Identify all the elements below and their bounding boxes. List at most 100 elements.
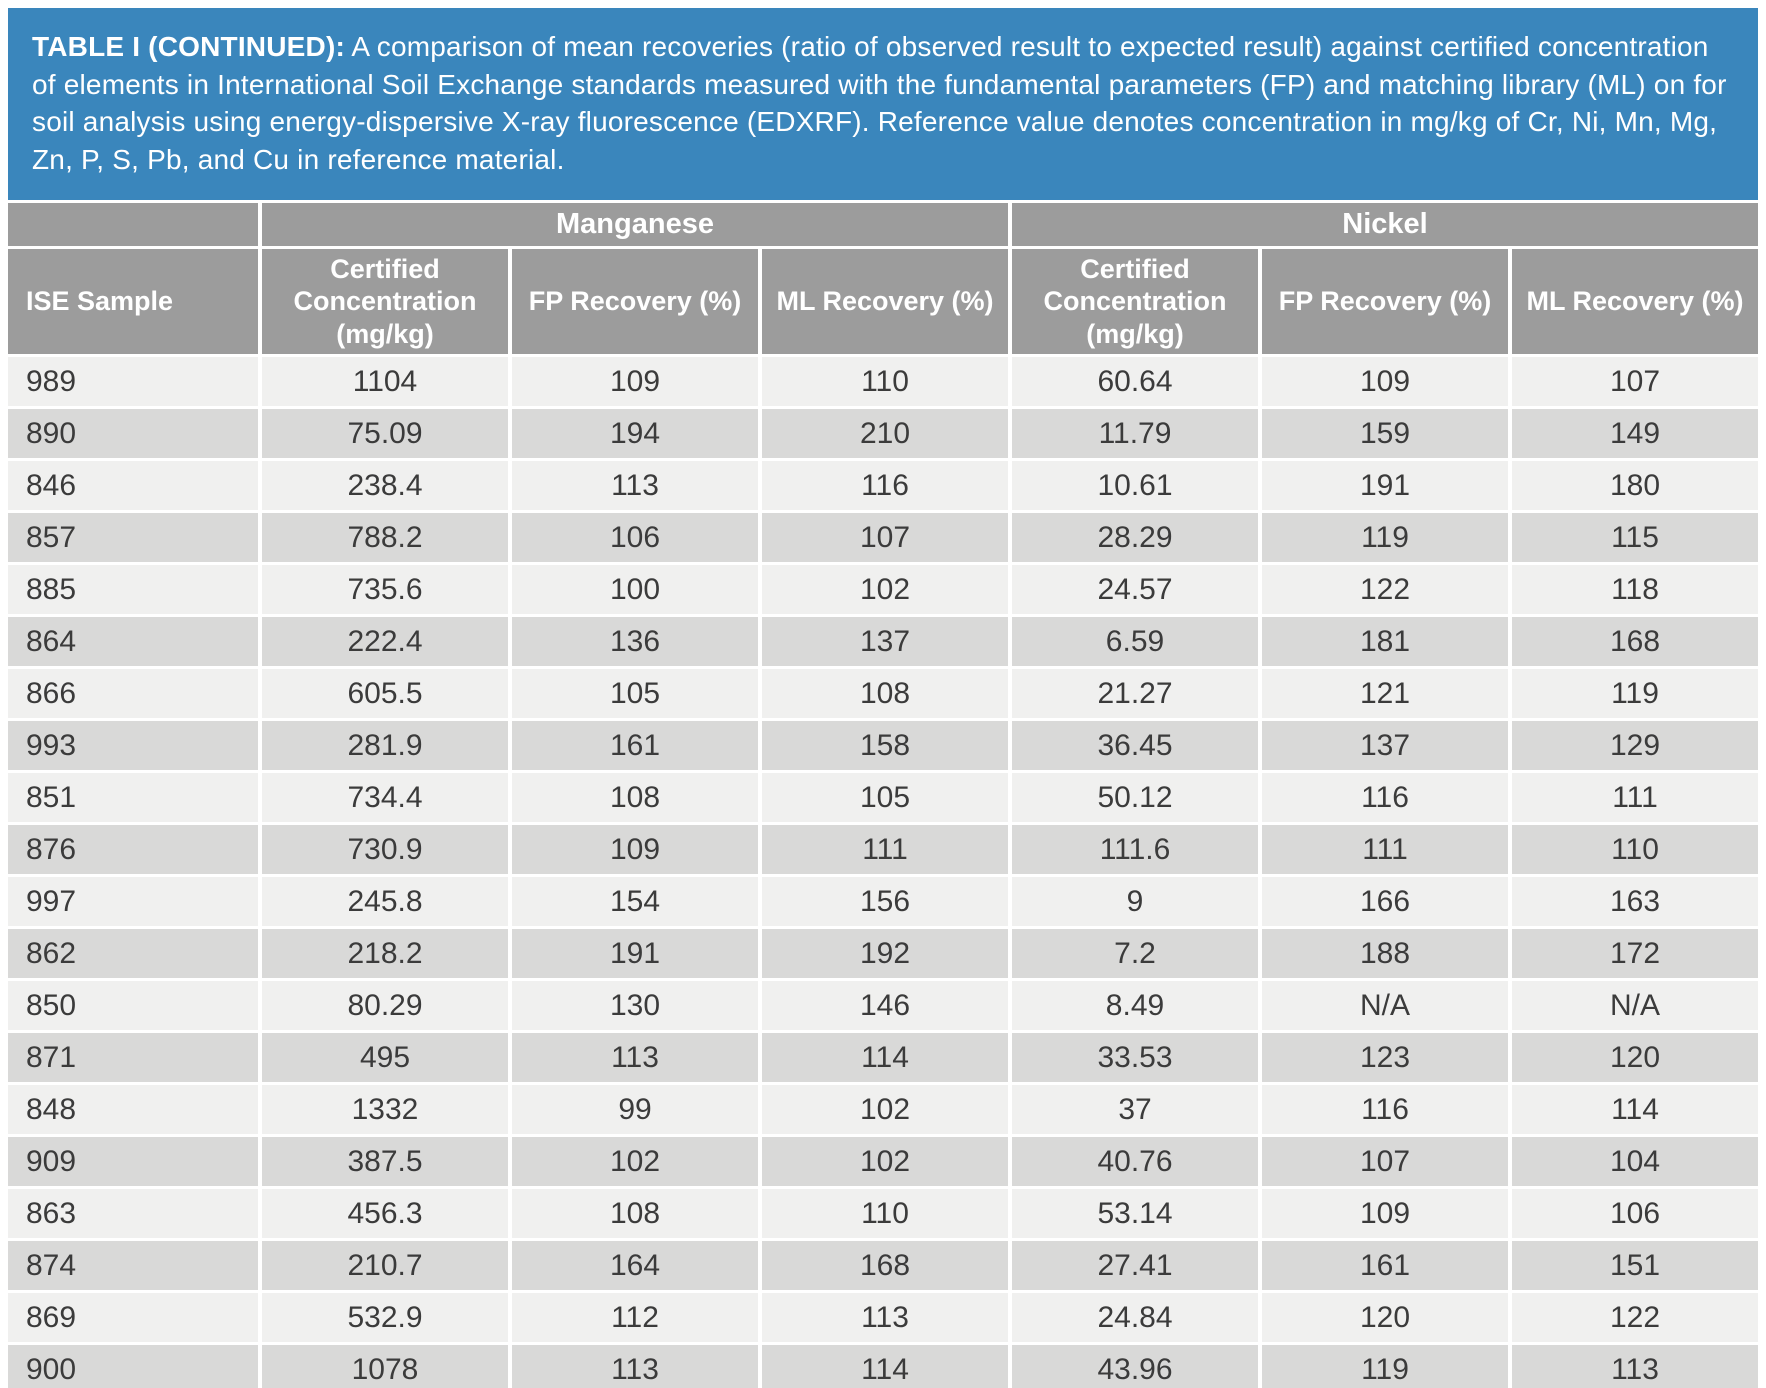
table-row: 864 222.4 136 137 6.59 181 168: [8, 614, 1758, 667]
value-cell: 107: [758, 510, 1008, 563]
value-cell: 108: [508, 770, 758, 823]
value-cell: 24.57: [1008, 562, 1258, 615]
ise-sample-cell: 863: [8, 1186, 258, 1239]
ise-sample-cell: 885: [8, 562, 258, 615]
value-cell: 10.61: [1008, 458, 1258, 511]
value-cell: 110: [1508, 822, 1758, 875]
value-cell: 172: [1508, 926, 1758, 979]
value-cell: 116: [1258, 1082, 1508, 1135]
table-row: 890 75.09 194 210 11.79 159 149: [8, 406, 1758, 459]
table-row: 900 1078 113 114 43.96 119 113: [8, 1342, 1758, 1388]
column-header-mn-certified-concentration: Certified Concentration (mg/kg): [258, 246, 508, 355]
value-cell: 1078: [258, 1342, 508, 1388]
value-cell: 136: [508, 614, 758, 667]
column-header-row: ISE Sample Certified Concentration (mg/k…: [8, 246, 1758, 355]
value-cell: 24.84: [1008, 1290, 1258, 1343]
value-cell: 106: [1508, 1186, 1758, 1239]
value-cell: N/A: [1508, 978, 1758, 1031]
value-cell: 53.14: [1008, 1186, 1258, 1239]
value-cell: 75.09: [258, 406, 508, 459]
value-cell: 6.59: [1008, 614, 1258, 667]
value-cell: 102: [758, 1134, 1008, 1187]
group-header-manganese: Manganese: [258, 203, 1008, 247]
value-cell: 210: [758, 406, 1008, 459]
table-row: 848 1332 99 102 37 116 114: [8, 1082, 1758, 1135]
table-row: 850 80.29 130 146 8.49 N/A N/A: [8, 978, 1758, 1031]
value-cell: 7.2: [1008, 926, 1258, 979]
value-cell: 245.8: [258, 874, 508, 927]
value-cell: 119: [1258, 1342, 1508, 1388]
ise-sample-cell: 864: [8, 614, 258, 667]
value-cell: 110: [758, 1186, 1008, 1239]
value-cell: 109: [508, 354, 758, 407]
value-cell: 33.53: [1008, 1030, 1258, 1083]
ise-sample-cell: 989: [8, 354, 258, 407]
value-cell: 159: [1258, 406, 1508, 459]
value-cell: 100: [508, 562, 758, 615]
value-cell: 222.4: [258, 614, 508, 667]
value-cell: 121: [1258, 666, 1508, 719]
table-body: 989 1104 109 110 60.64 109 107 890 75.09 194 210 11…: [8, 354, 1758, 1388]
table-caption-label: TABLE I (CONTINUED):: [32, 31, 345, 62]
value-cell: 194: [508, 406, 758, 459]
value-cell: 11.79: [1008, 406, 1258, 459]
value-cell: 137: [758, 614, 1008, 667]
value-cell: 116: [1258, 770, 1508, 823]
value-cell: 730.9: [258, 822, 508, 875]
table-header: Manganese Nickel ISE Sample Certified Co…: [8, 203, 1758, 355]
value-cell: 111: [1258, 822, 1508, 875]
value-cell: 154: [508, 874, 758, 927]
value-cell: 102: [508, 1134, 758, 1187]
table-row: 871 495 113 114 33.53 123 120: [8, 1030, 1758, 1083]
ise-sample-cell: 871: [8, 1030, 258, 1083]
value-cell: 107: [1508, 354, 1758, 407]
value-cell: 123: [1258, 1030, 1508, 1083]
value-cell: 9: [1008, 874, 1258, 927]
ise-sample-cell: 862: [8, 926, 258, 979]
value-cell: 119: [1258, 510, 1508, 563]
value-cell: 106: [508, 510, 758, 563]
value-cell: 109: [508, 822, 758, 875]
value-cell: 151: [1508, 1238, 1758, 1291]
value-cell: 456.3: [258, 1186, 508, 1239]
value-cell: 37: [1008, 1082, 1258, 1135]
recovery-table: Manganese Nickel ISE Sample Certified Co…: [8, 203, 1758, 1388]
value-cell: 788.2: [258, 510, 508, 563]
value-cell: 21.27: [1008, 666, 1258, 719]
ise-sample-cell: 869: [8, 1290, 258, 1343]
value-cell: 113: [1508, 1342, 1758, 1388]
table-row: 851 734.4 108 105 50.12 116 111: [8, 770, 1758, 823]
value-cell: 1104: [258, 354, 508, 407]
value-cell: 43.96: [1008, 1342, 1258, 1388]
value-cell: 109: [1258, 354, 1508, 407]
value-cell: 192: [758, 926, 1008, 979]
value-cell: 80.29: [258, 978, 508, 1031]
value-cell: 28.29: [1008, 510, 1258, 563]
table-row: 874 210.7 164 168 27.41 161 151: [8, 1238, 1758, 1291]
value-cell: 181: [1258, 614, 1508, 667]
value-cell: 120: [1508, 1030, 1758, 1083]
table-caption-text: A comparison of mean recoveries (ratio o…: [32, 31, 1727, 175]
value-cell: 113: [508, 458, 758, 511]
column-header-ni-fp-recovery: FP Recovery (%): [1258, 246, 1508, 355]
value-cell: 735.6: [258, 562, 508, 615]
value-cell: 161: [508, 718, 758, 771]
value-cell: 281.9: [258, 718, 508, 771]
value-cell: 158: [758, 718, 1008, 771]
value-cell: 532.9: [258, 1290, 508, 1343]
ise-sample-cell: 866: [8, 666, 258, 719]
table-row: 997 245.8 154 156 9 166 163: [8, 874, 1758, 927]
group-header-spacer: [8, 203, 258, 247]
ise-sample-cell: 874: [8, 1238, 258, 1291]
value-cell: 164: [508, 1238, 758, 1291]
table-row: 846 238.4 113 116 10.61 191 180: [8, 458, 1758, 511]
value-cell: 8.49: [1008, 978, 1258, 1031]
value-cell: 168: [758, 1238, 1008, 1291]
value-cell: 104: [1508, 1134, 1758, 1187]
value-cell: 149: [1508, 406, 1758, 459]
ise-sample-cell: 846: [8, 458, 258, 511]
ise-sample-cell: 909: [8, 1134, 258, 1187]
group-header-nickel: Nickel: [1008, 203, 1758, 247]
value-cell: 107: [1258, 1134, 1508, 1187]
